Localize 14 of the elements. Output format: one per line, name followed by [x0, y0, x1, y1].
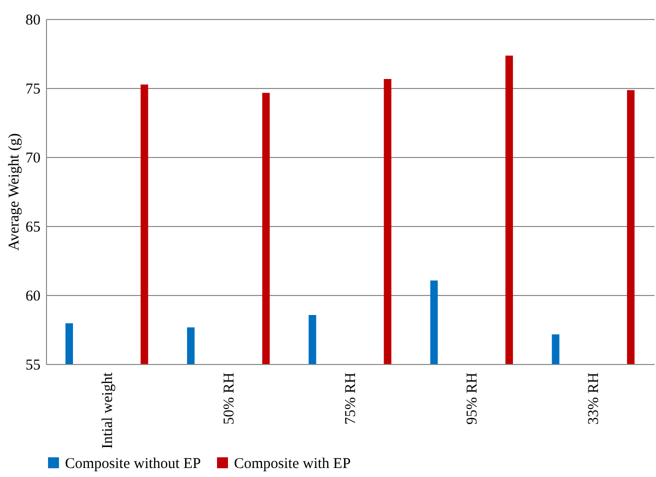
y-tick-label: 55: [26, 358, 40, 374]
y-tick-label: 75: [26, 82, 40, 98]
y-tick-label: 80: [26, 12, 40, 28]
y-tick-label: 60: [26, 288, 40, 304]
y-tick-label: 65: [26, 220, 40, 236]
x-tick-label: 75% RH: [343, 372, 359, 425]
x-tick-label: 95% RH: [464, 372, 481, 425]
x-tick-label: Intial weight: [100, 372, 116, 449]
x-tick-label: 33% RH: [586, 372, 602, 425]
y-tick-label: 70: [26, 150, 40, 166]
x-tick-label: 50% RH: [221, 372, 238, 425]
legend-label: Composite with EP: [234, 456, 351, 472]
y-axis-title: Average Weight (g): [6, 133, 22, 251]
legend-label: Composite without EP: [65, 456, 201, 472]
